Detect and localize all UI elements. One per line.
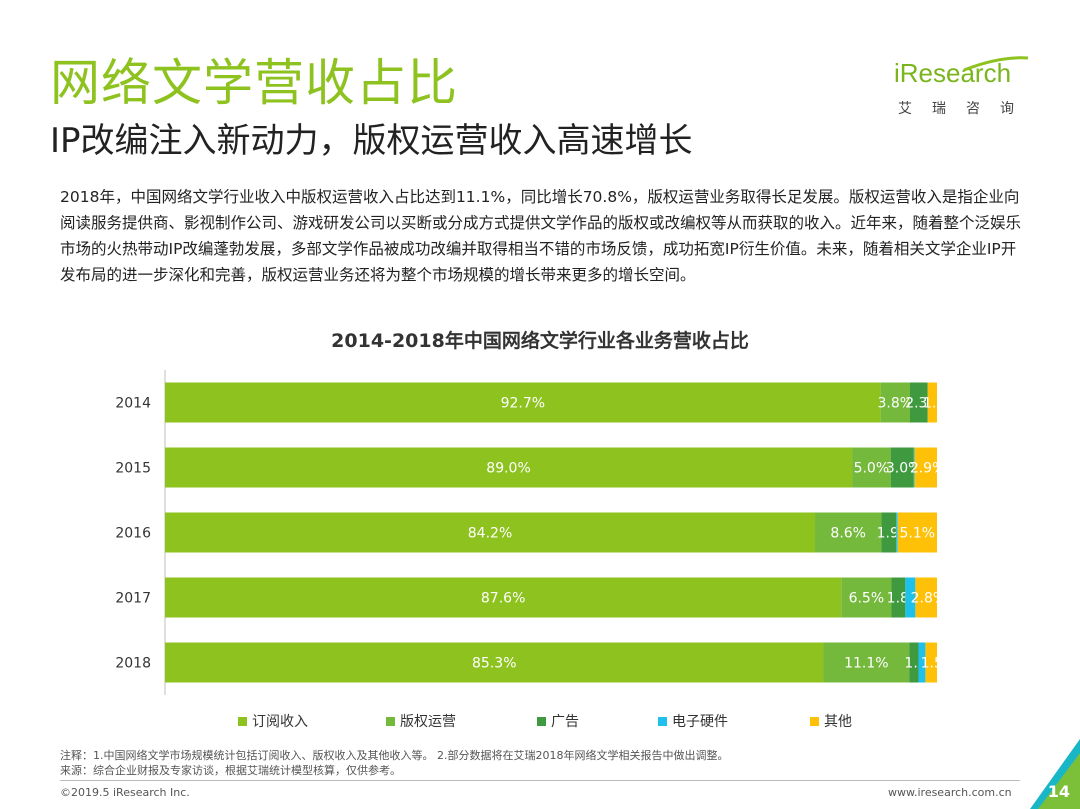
data-label: 1.5%	[921, 656, 957, 672]
y-tick-label: 2018	[115, 656, 151, 672]
bar-segment	[909, 382, 928, 423]
footer-copyright: ©2019.5 iResearch Inc.	[60, 786, 190, 799]
legend-label: 广告	[551, 714, 579, 730]
data-label: 89.0%	[486, 461, 530, 477]
bar-segment	[918, 642, 926, 683]
bar-segment	[890, 447, 914, 488]
footer-divider	[60, 780, 1020, 781]
y-tick-label: 2014	[115, 396, 151, 412]
stacked-bar-chart: 2014 92.7% 3.8%2.3%1.2%2015 89.0% 5.0%3.0%2.…	[115, 370, 959, 730]
page-number: 14	[1047, 782, 1070, 801]
bar-segment	[165, 512, 816, 553]
bar-segment	[165, 382, 881, 423]
bar-segment	[880, 382, 910, 423]
y-tick-label: 2016	[115, 526, 151, 542]
page-title: 网络文学营收占比	[50, 54, 458, 112]
legend-swatch	[810, 717, 819, 726]
body-paragraph: 2018年，中国网络文学行业收入中版权运营收入占比达到11.1%，同比增长70.…	[60, 188, 1022, 284]
note-line-1: 注释：1.中国网络文学市场规模统计包括订阅收入、版权收入及其他收入等。 2.部分…	[60, 749, 729, 762]
note-line-2: 来源：综合企业财报及专家访谈，根据艾瑞统计模型核算，仅供参考。	[60, 764, 401, 777]
bar-segment	[165, 642, 824, 683]
data-label: 5.0%	[854, 461, 890, 477]
data-label: 1.2%	[923, 396, 959, 412]
legend-label: 订阅收入	[252, 714, 308, 730]
data-label: 11.1%	[844, 656, 888, 672]
data-label: 92.7%	[501, 396, 545, 412]
data-label: 5.1%	[900, 526, 936, 542]
bar-segment	[165, 447, 853, 488]
chart-notes: 注释：1.中国网络文学市场规模统计包括订阅收入、版权收入及其他收入等。 2.部分…	[60, 748, 728, 778]
bar-segment	[915, 577, 937, 618]
legend-swatch	[658, 717, 667, 726]
legend-label: 版权运营	[400, 714, 456, 730]
data-label: 8.6%	[830, 526, 866, 542]
legend-swatch	[238, 717, 247, 726]
logo-swoosh-icon	[963, 56, 1029, 72]
legend-swatch	[537, 717, 546, 726]
page-subtitle: IP改编注入新动力，版权运营收入高速增长	[50, 121, 693, 161]
bar-segment	[925, 642, 937, 683]
bar-segment	[852, 447, 891, 488]
data-label: 3.0%	[886, 461, 922, 477]
logo-text: iResearch	[894, 58, 1012, 88]
data-label: 2.8%	[911, 591, 947, 607]
bar-segment	[914, 447, 937, 488]
chart-title: 2014-2018年中国网络文学行业各业务营收占比	[331, 330, 749, 352]
logo-subtext: 艾瑞咨询	[898, 101, 1034, 117]
bar-segment	[905, 577, 916, 618]
legend-label: 其他	[824, 714, 852, 730]
legend-label: 电子硬件	[672, 714, 728, 730]
data-label: 87.6%	[481, 591, 525, 607]
bar-segment	[165, 577, 842, 618]
data-label: 84.2%	[468, 526, 512, 542]
data-label: 3.8%	[878, 396, 914, 412]
y-tick-label: 2015	[115, 461, 151, 477]
footer-website[interactable]: www.iresearch.com.cn	[888, 786, 1012, 799]
data-label: 6.5%	[849, 591, 885, 607]
bar-segment	[881, 512, 897, 553]
bar-segment	[913, 447, 915, 488]
data-label: 85.3%	[472, 656, 516, 672]
data-label: 2.9%	[910, 461, 946, 477]
bar-segment	[815, 512, 882, 553]
bar-segment	[896, 512, 898, 553]
bar-segment	[927, 382, 937, 423]
bar-segment	[841, 577, 892, 618]
corner-decoration	[1030, 739, 1080, 809]
bar-segment	[897, 512, 937, 553]
bar-segment	[823, 642, 910, 683]
bar-segment	[891, 577, 906, 618]
iresearch-logo: iResearch 艾瑞咨询	[880, 56, 1040, 118]
legend-swatch	[386, 717, 395, 726]
y-tick-label: 2017	[115, 591, 151, 607]
bar-segment	[909, 642, 919, 683]
